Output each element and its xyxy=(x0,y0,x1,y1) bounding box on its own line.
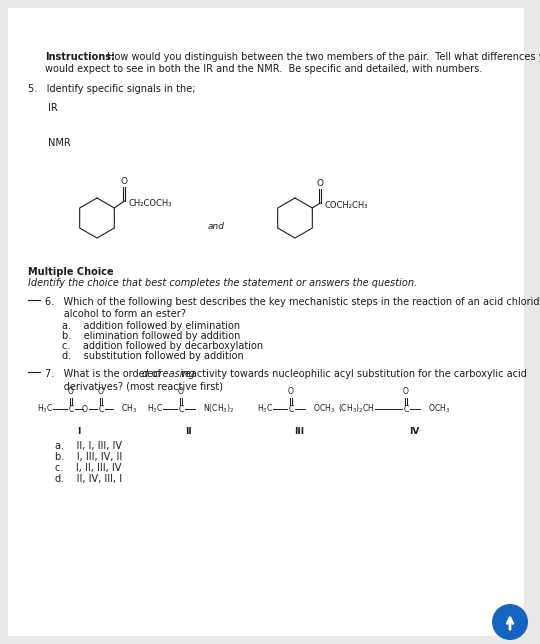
Text: O: O xyxy=(403,387,409,396)
Text: b.    elimination followed by addition: b. elimination followed by addition xyxy=(62,331,240,341)
Ellipse shape xyxy=(492,604,528,640)
Text: C: C xyxy=(98,404,104,413)
Text: IR: IR xyxy=(48,103,58,113)
Text: C: C xyxy=(288,404,294,413)
Text: d.    II, IV, III, I: d. II, IV, III, I xyxy=(55,474,122,484)
Text: alcohol to form an ester?: alcohol to form an ester? xyxy=(45,309,186,319)
Text: Instructions:: Instructions: xyxy=(45,52,115,62)
Text: IV: IV xyxy=(409,427,419,436)
Text: H$_3$C: H$_3$C xyxy=(256,402,273,415)
Text: 7.   What is the order of: 7. What is the order of xyxy=(45,369,164,379)
Text: CH₂COCH₃: CH₂COCH₃ xyxy=(129,199,172,208)
Text: Identify the choice that best completes the statement or answers the question.: Identify the choice that best completes … xyxy=(28,278,417,288)
Text: 5.   Identify specific signals in the;: 5. Identify specific signals in the; xyxy=(28,84,195,94)
Text: III: III xyxy=(294,427,304,436)
Text: NMR: NMR xyxy=(48,138,71,148)
Text: N(CH$_3$)$_2$: N(CH$_3$)$_2$ xyxy=(203,402,234,415)
Text: O: O xyxy=(98,387,104,396)
Text: and: and xyxy=(208,222,225,231)
Text: O: O xyxy=(82,404,88,413)
Text: H$_3$C: H$_3$C xyxy=(147,402,163,415)
Text: O: O xyxy=(317,179,324,188)
Text: C: C xyxy=(403,404,409,413)
Text: O: O xyxy=(121,177,128,186)
Text: b.    I, III, IV, II: b. I, III, IV, II xyxy=(55,452,122,462)
Text: a.    addition followed by elimination: a. addition followed by elimination xyxy=(62,321,240,331)
Text: would expect to see in both the IR and the NMR.  Be specific and detailed, with : would expect to see in both the IR and t… xyxy=(45,64,482,74)
Text: O: O xyxy=(288,387,294,396)
Text: d.    substitution followed by addition: d. substitution followed by addition xyxy=(62,351,244,361)
Text: I: I xyxy=(77,427,80,436)
Text: a.    II, I, III, IV: a. II, I, III, IV xyxy=(55,441,122,451)
Text: c.    I, II, III, IV: c. I, II, III, IV xyxy=(55,463,122,473)
Text: OCH$_3$: OCH$_3$ xyxy=(313,402,335,415)
Text: How would you distinguish between the two members of the pair.  Tell what differ: How would you distinguish between the tw… xyxy=(104,52,540,62)
Text: C: C xyxy=(178,404,184,413)
Text: COCH₂CH₃: COCH₂CH₃ xyxy=(325,201,368,210)
Text: c.    addition followed by decarboxylation: c. addition followed by decarboxylation xyxy=(62,341,263,351)
Text: Multiple Choice: Multiple Choice xyxy=(28,267,113,277)
Text: (CH$_3$)$_2$CH: (CH$_3$)$_2$CH xyxy=(338,402,375,415)
Text: O: O xyxy=(178,387,184,396)
Text: II: II xyxy=(186,427,192,436)
Text: decreasing: decreasing xyxy=(141,369,195,379)
Text: CH$_3$: CH$_3$ xyxy=(121,402,137,415)
Text: reactivity towards nucleophilic acyl substitution for the carboxylic acid: reactivity towards nucleophilic acyl sub… xyxy=(178,369,527,379)
Text: 6.   Which of the following best describes the key mechanistic steps in the reac: 6. Which of the following best describes… xyxy=(45,297,540,307)
Text: OCH$_3$: OCH$_3$ xyxy=(428,402,450,415)
Text: derivatives? (most reactive first): derivatives? (most reactive first) xyxy=(45,381,223,391)
Text: C: C xyxy=(69,404,73,413)
Text: H$_3$C: H$_3$C xyxy=(37,402,53,415)
Text: O: O xyxy=(68,387,74,396)
